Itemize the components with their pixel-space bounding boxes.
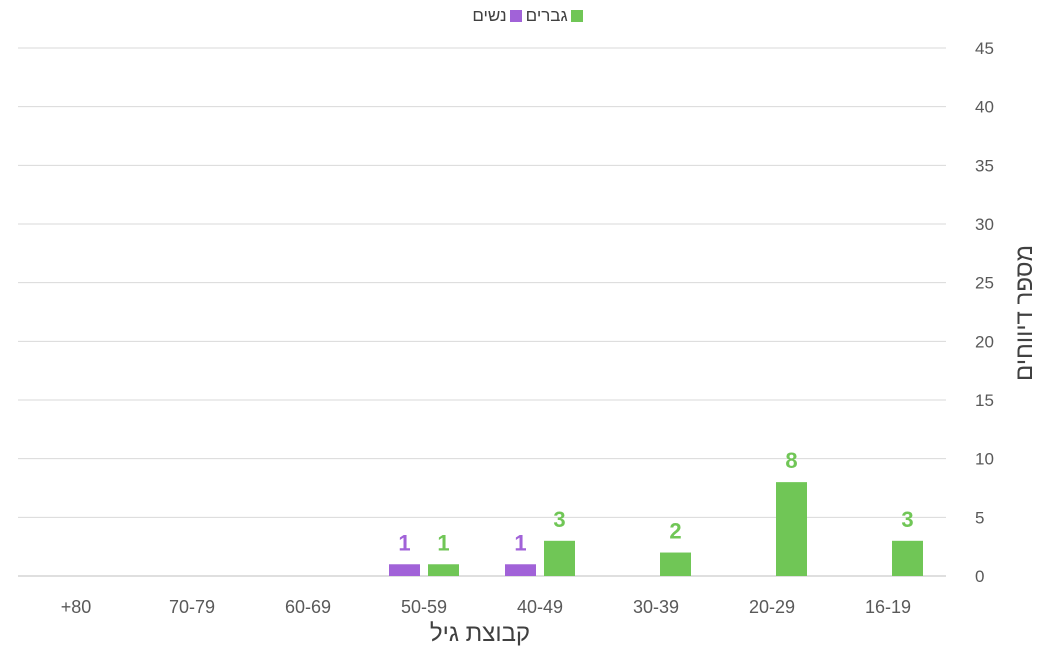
- x-tick-label: 50-59: [401, 597, 447, 617]
- data-label-men: 1: [437, 530, 449, 555]
- data-label-men: 8: [785, 448, 797, 473]
- bar-men: [428, 564, 459, 576]
- y-axis-title: מספר דיווחים: [1011, 245, 1038, 381]
- bar-men: [892, 540, 923, 576]
- x-axis-title: קבוצת גיל: [429, 620, 531, 647]
- y-tick-label: 10: [975, 450, 994, 469]
- legend-swatch-women: [509, 10, 522, 22]
- y-tick-label: 30: [975, 215, 994, 234]
- legend-item-women: נשים: [472, 6, 522, 26]
- x-tick-label: 20-29: [749, 597, 795, 617]
- x-tick-label: 40-49: [517, 597, 563, 617]
- data-label-men: 2: [669, 519, 681, 544]
- x-tick-label: 16-19: [865, 597, 911, 617]
- chart-legend: גברים נשים: [0, 6, 1055, 26]
- data-label-men: 3: [553, 507, 565, 532]
- legend-item-men: גברים: [526, 6, 583, 26]
- x-tick-label: +80: [61, 597, 92, 617]
- data-label-women: 1: [514, 530, 526, 555]
- data-label-men: 3: [901, 507, 913, 532]
- y-tick-label: 45: [975, 39, 994, 58]
- legend-swatch-men: [570, 10, 583, 22]
- legend-label-men: גברים: [525, 6, 568, 25]
- y-tick-label: 25: [975, 274, 994, 293]
- y-tick-label: 35: [975, 156, 994, 175]
- bar-men: [544, 540, 575, 576]
- bar-women: [505, 564, 536, 576]
- y-tick-label: 40: [975, 98, 994, 117]
- x-tick-label: 60-69: [285, 597, 331, 617]
- y-tick-label: 20: [975, 332, 994, 351]
- x-tick-label: 70-79: [169, 597, 215, 617]
- bar-men: [776, 482, 807, 576]
- y-tick-label: 0: [975, 567, 984, 586]
- bar-women: [389, 564, 420, 576]
- bar-men: [660, 552, 691, 576]
- x-tick-label: 30-39: [633, 597, 679, 617]
- legend-label-women: נשים: [472, 6, 507, 25]
- data-label-women: 1: [398, 530, 410, 555]
- y-tick-label: 5: [975, 508, 984, 527]
- y-tick-label: 15: [975, 391, 994, 410]
